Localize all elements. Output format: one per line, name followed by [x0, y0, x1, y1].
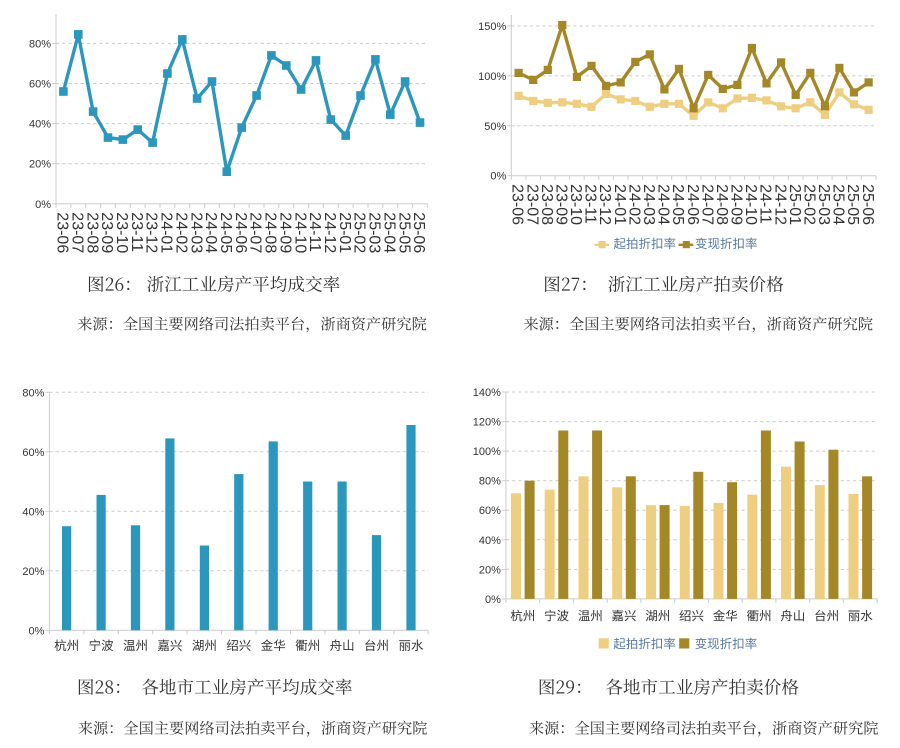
svg-text:24-11: 24-11 — [306, 212, 323, 252]
svg-text:80%: 80% — [22, 387, 44, 399]
svg-text:25-06: 25-06 — [410, 212, 427, 253]
svg-text:50%: 50% — [484, 121, 506, 133]
svg-text:23-08: 23-08 — [83, 212, 100, 253]
svg-text:20%: 20% — [22, 566, 44, 578]
svg-text:23-07: 23-07 — [68, 212, 85, 253]
svg-text:25-02: 25-02 — [800, 184, 817, 225]
svg-text:23-10: 23-10 — [567, 184, 584, 225]
svg-text:24-08: 24-08 — [713, 184, 730, 225]
svg-text:24-03: 24-03 — [640, 184, 657, 225]
svg-text:23-09: 23-09 — [553, 184, 570, 225]
svg-text:0%: 0% — [28, 625, 44, 637]
svg-text:24-02: 24-02 — [172, 212, 189, 253]
svg-text:24-07: 24-07 — [698, 184, 715, 225]
svg-text:100%: 100% — [473, 446, 501, 458]
svg-text:80%: 80% — [29, 38, 51, 50]
svg-text:40%: 40% — [22, 506, 44, 518]
svg-text:20%: 20% — [479, 564, 501, 576]
svg-text:23-06: 23-06 — [54, 212, 71, 253]
svg-text:24-09: 24-09 — [728, 184, 745, 225]
svg-text:24-06: 24-06 — [684, 184, 701, 225]
svg-text:24-09: 24-09 — [276, 212, 293, 253]
svg-text:23-08: 23-08 — [538, 184, 555, 225]
svg-text:24-05: 24-05 — [669, 184, 686, 225]
svg-text:25-04: 25-04 — [830, 184, 847, 225]
svg-text:25-02: 25-02 — [351, 212, 368, 253]
svg-text:24-12: 24-12 — [321, 212, 338, 253]
svg-text:25-03: 25-03 — [366, 212, 383, 253]
svg-text:25-05: 25-05 — [395, 212, 412, 253]
svg-text:25-01: 25-01 — [336, 212, 353, 253]
svg-text:60%: 60% — [29, 79, 51, 91]
svg-text:80%: 80% — [479, 476, 501, 488]
svg-text:40%: 40% — [479, 535, 501, 547]
svg-text:20%: 20% — [29, 159, 51, 171]
svg-text:24-04: 24-04 — [202, 212, 219, 253]
svg-text:24-05: 24-05 — [217, 212, 234, 253]
svg-text:23-11: 23-11 — [582, 184, 599, 224]
svg-text:25-01: 25-01 — [786, 184, 803, 225]
svg-text:140%: 140% — [473, 387, 501, 399]
svg-text:120%: 120% — [473, 417, 501, 429]
svg-text:24-10: 24-10 — [291, 212, 308, 253]
svg-text:24-12: 24-12 — [771, 184, 788, 225]
svg-text:23-10: 23-10 — [113, 212, 130, 253]
svg-text:24-07: 24-07 — [247, 212, 264, 253]
svg-text:23-07: 23-07 — [523, 184, 540, 225]
svg-text:150%: 150% — [478, 21, 506, 33]
svg-text:23-09: 23-09 — [98, 212, 115, 253]
svg-text:24-04: 24-04 — [655, 184, 672, 225]
svg-text:25-06: 25-06 — [859, 184, 876, 225]
svg-text:24-01: 24-01 — [158, 212, 175, 253]
svg-text:23-12: 23-12 — [596, 184, 613, 225]
svg-text:25-05: 25-05 — [844, 184, 861, 225]
svg-text:60%: 60% — [22, 447, 44, 459]
svg-text:40%: 40% — [29, 119, 51, 131]
svg-text:25-04: 25-04 — [380, 212, 397, 253]
svg-text:24-02: 24-02 — [625, 184, 642, 225]
svg-text:23-06: 23-06 — [509, 184, 526, 225]
svg-text:100%: 100% — [478, 71, 506, 83]
svg-text:24-08: 24-08 — [262, 212, 279, 253]
svg-text:24-10: 24-10 — [742, 184, 759, 225]
svg-text:24-06: 24-06 — [232, 212, 249, 253]
svg-text:24-01: 24-01 — [611, 184, 628, 225]
svg-text:0%: 0% — [35, 199, 51, 211]
svg-text:0%: 0% — [485, 594, 501, 606]
svg-text:24-11: 24-11 — [757, 184, 774, 224]
svg-text:25-03: 25-03 — [815, 184, 832, 225]
svg-text:23-12: 23-12 — [143, 212, 160, 253]
svg-text:0%: 0% — [490, 171, 506, 183]
svg-text:24-03: 24-03 — [187, 212, 204, 253]
svg-text:60%: 60% — [479, 505, 501, 517]
svg-text:23-11: 23-11 — [128, 212, 145, 252]
